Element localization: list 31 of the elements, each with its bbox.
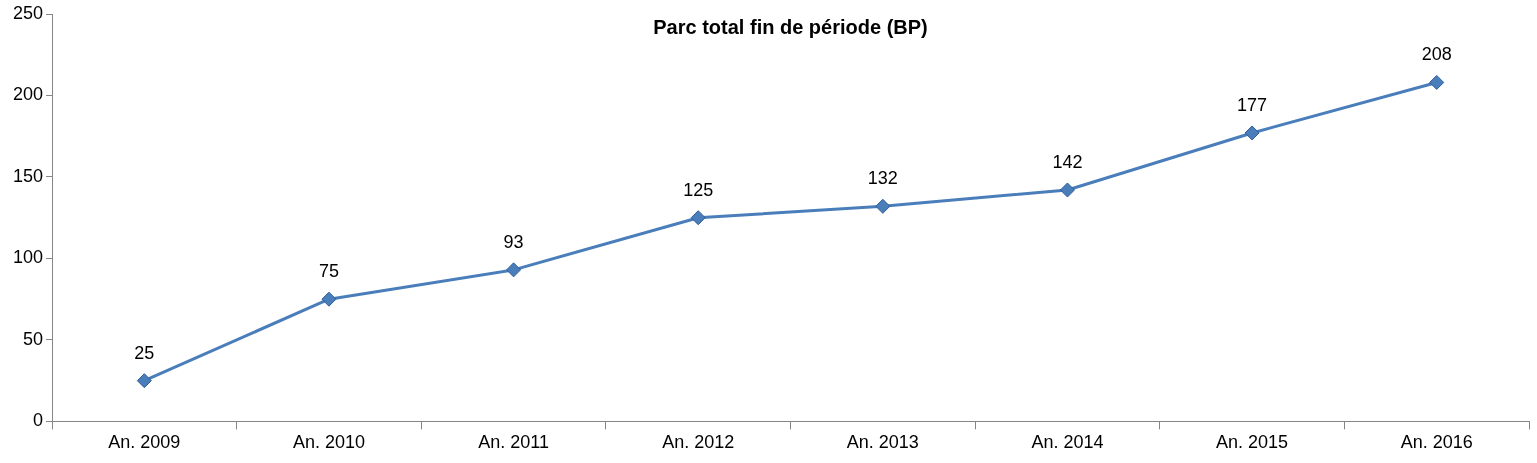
x-tick-label: An. 2010	[292, 432, 365, 453]
point	[1429, 74, 1445, 90]
x-tick-label: An. 2009	[108, 432, 181, 453]
point	[1059, 182, 1075, 198]
point	[1244, 125, 1260, 141]
point	[136, 373, 152, 389]
x-tick-label: An. 2014	[1031, 432, 1104, 453]
x-tick-label: An. 2012	[662, 432, 735, 453]
data-label: 125	[683, 179, 714, 200]
y-tick-label: 50	[23, 328, 44, 349]
data-label: 75	[318, 261, 339, 282]
data-label: 132	[867, 168, 898, 189]
data-label: 25	[134, 342, 155, 363]
y-tick-label: 200	[12, 84, 44, 105]
chart-title: Parc total fin de période (BP)	[653, 15, 928, 38]
point	[506, 262, 522, 278]
y-tick-label: 0	[33, 410, 44, 431]
x-tick-label: An. 2011	[478, 432, 549, 453]
x-tick-label: An. 2015	[1216, 432, 1289, 453]
y-tick-label: 150	[12, 165, 44, 186]
point	[321, 291, 337, 307]
data-label: 177	[1237, 94, 1268, 115]
data-label: 208	[1421, 44, 1452, 65]
x-tick-label: An. 2016	[1400, 432, 1473, 453]
y-tick-label: 100	[12, 247, 44, 268]
data-label: 142	[1052, 151, 1083, 172]
y-tick-label: 250	[12, 2, 44, 23]
data-label: 93	[503, 231, 524, 252]
point	[690, 210, 706, 226]
x-tick-label: An. 2013	[846, 432, 919, 453]
point	[875, 198, 891, 214]
